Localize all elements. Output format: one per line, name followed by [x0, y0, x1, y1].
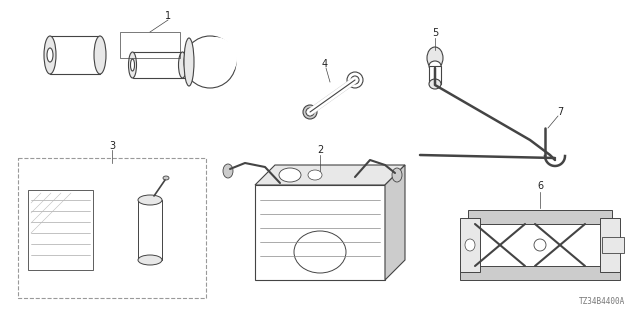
Ellipse shape — [131, 59, 134, 71]
Ellipse shape — [179, 52, 186, 78]
Bar — [138, 200, 162, 260]
Ellipse shape — [163, 176, 169, 180]
Ellipse shape — [129, 52, 136, 78]
Polygon shape — [255, 165, 405, 185]
Bar — [460, 266, 620, 280]
Text: 2: 2 — [317, 145, 323, 155]
Ellipse shape — [184, 36, 236, 88]
Ellipse shape — [347, 72, 363, 88]
Ellipse shape — [47, 48, 53, 62]
Ellipse shape — [534, 239, 546, 251]
Text: 3: 3 — [109, 141, 115, 151]
Bar — [50, 36, 100, 74]
Bar — [120, 32, 180, 58]
Text: 6: 6 — [537, 181, 543, 191]
Ellipse shape — [279, 168, 301, 182]
Text: 4: 4 — [322, 59, 328, 69]
Ellipse shape — [465, 239, 475, 251]
Bar — [429, 66, 441, 84]
Ellipse shape — [605, 239, 615, 251]
Text: TZ34B4400A: TZ34B4400A — [579, 297, 625, 306]
Text: 7: 7 — [557, 107, 563, 117]
Ellipse shape — [94, 36, 106, 74]
Ellipse shape — [184, 38, 194, 86]
Text: 5: 5 — [432, 28, 438, 38]
Bar — [28, 190, 93, 270]
Ellipse shape — [303, 105, 317, 119]
Ellipse shape — [223, 164, 233, 178]
Ellipse shape — [429, 61, 441, 71]
Ellipse shape — [392, 168, 402, 182]
Bar — [255, 185, 385, 280]
Ellipse shape — [138, 195, 162, 205]
Bar — [600, 218, 620, 272]
Ellipse shape — [306, 108, 314, 116]
Bar — [132, 52, 188, 78]
Ellipse shape — [351, 76, 359, 84]
Ellipse shape — [429, 79, 441, 89]
Ellipse shape — [138, 255, 162, 265]
Polygon shape — [385, 165, 405, 280]
Ellipse shape — [44, 36, 56, 74]
Ellipse shape — [308, 170, 322, 180]
Bar — [602, 237, 624, 253]
Ellipse shape — [427, 47, 443, 69]
Text: 1: 1 — [165, 11, 171, 21]
Bar — [460, 218, 480, 272]
Ellipse shape — [193, 37, 237, 81]
Bar — [468, 210, 612, 224]
Bar — [18, 158, 206, 298]
Ellipse shape — [294, 231, 346, 273]
